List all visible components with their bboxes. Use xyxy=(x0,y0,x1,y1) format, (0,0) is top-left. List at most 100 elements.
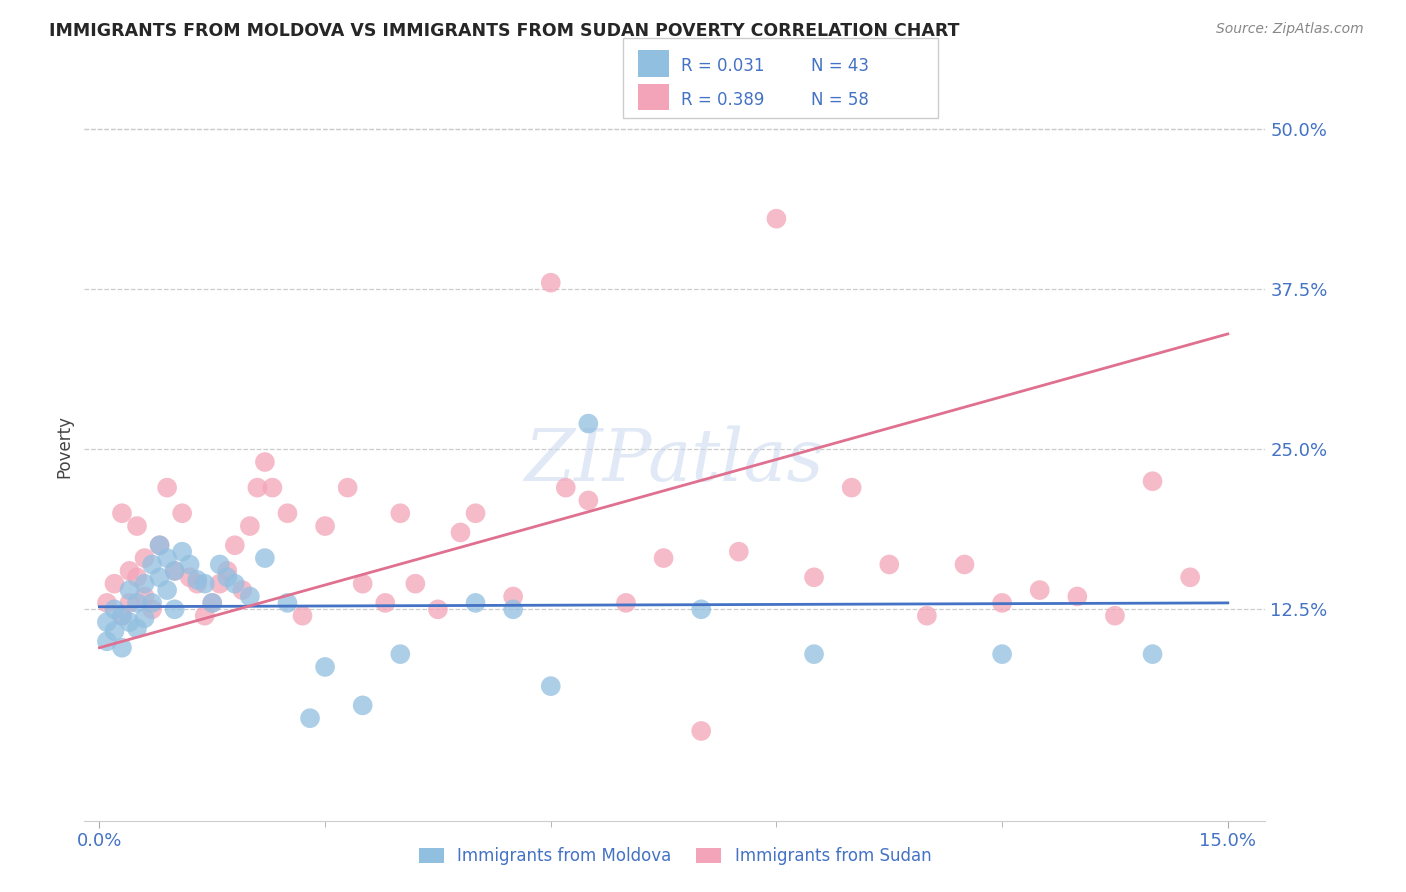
Point xyxy=(915,608,938,623)
Point xyxy=(450,525,472,540)
Point xyxy=(1142,474,1164,488)
Point xyxy=(134,551,156,566)
Point xyxy=(690,602,713,616)
Point xyxy=(96,596,118,610)
Point xyxy=(540,276,562,290)
Point xyxy=(374,596,396,610)
Point xyxy=(231,583,253,598)
Point xyxy=(134,590,156,604)
Point xyxy=(141,558,163,572)
Text: R = 0.031: R = 0.031 xyxy=(682,57,765,75)
Point xyxy=(141,596,163,610)
Text: R = 0.389: R = 0.389 xyxy=(682,91,765,109)
Point xyxy=(111,640,134,655)
Point xyxy=(103,624,125,638)
Point xyxy=(314,660,336,674)
Point xyxy=(224,576,246,591)
Point xyxy=(464,596,486,610)
Point xyxy=(765,211,787,226)
Point xyxy=(134,576,156,591)
Point xyxy=(299,711,322,725)
Point xyxy=(125,622,148,636)
Legend: Immigrants from Moldova, Immigrants from Sudan: Immigrants from Moldova, Immigrants from… xyxy=(419,847,931,864)
Point xyxy=(118,596,141,610)
Point xyxy=(194,608,217,623)
Point xyxy=(141,602,163,616)
Point xyxy=(186,573,208,587)
Point xyxy=(201,596,224,610)
Point xyxy=(172,544,194,558)
Point xyxy=(125,519,148,533)
Text: N = 43: N = 43 xyxy=(811,57,869,75)
Point xyxy=(179,570,201,584)
Point xyxy=(156,583,179,598)
Point xyxy=(276,506,298,520)
Point xyxy=(217,570,239,584)
Point xyxy=(727,544,749,558)
Point xyxy=(149,570,172,584)
Text: ZIPatlas: ZIPatlas xyxy=(524,425,825,496)
Point xyxy=(554,481,576,495)
Point xyxy=(540,679,562,693)
Point xyxy=(163,602,186,616)
Point xyxy=(336,481,359,495)
Point xyxy=(103,602,125,616)
Point xyxy=(1178,570,1201,584)
Point xyxy=(224,538,246,552)
Text: N = 58: N = 58 xyxy=(811,91,869,109)
Point xyxy=(149,538,172,552)
Point xyxy=(134,611,156,625)
Text: IMMIGRANTS FROM MOLDOVA VS IMMIGRANTS FROM SUDAN POVERTY CORRELATION CHART: IMMIGRANTS FROM MOLDOVA VS IMMIGRANTS FR… xyxy=(49,22,960,40)
Point xyxy=(96,634,118,648)
Point xyxy=(96,615,118,629)
Point xyxy=(803,570,825,584)
Point xyxy=(404,576,426,591)
Point xyxy=(253,455,276,469)
Point xyxy=(163,564,186,578)
Point xyxy=(208,558,231,572)
Point xyxy=(877,558,900,572)
Point xyxy=(991,596,1014,610)
Point xyxy=(991,647,1014,661)
Point xyxy=(201,596,224,610)
Point xyxy=(217,564,239,578)
Point xyxy=(118,615,141,629)
Point xyxy=(156,481,179,495)
Point xyxy=(156,551,179,566)
Point xyxy=(172,506,194,520)
Point xyxy=(576,493,599,508)
Y-axis label: Poverty: Poverty xyxy=(55,415,73,477)
Point xyxy=(125,596,148,610)
Point xyxy=(426,602,449,616)
Point xyxy=(841,481,863,495)
Point xyxy=(262,481,284,495)
Point xyxy=(163,564,186,578)
Point xyxy=(118,583,141,598)
Point xyxy=(246,481,269,495)
Point xyxy=(239,519,262,533)
Point xyxy=(614,596,637,610)
Point xyxy=(111,608,134,623)
Point xyxy=(389,506,412,520)
Point xyxy=(502,590,524,604)
Point xyxy=(149,538,172,552)
Point xyxy=(803,647,825,661)
Point xyxy=(352,698,374,713)
Point xyxy=(208,576,231,591)
Point xyxy=(314,519,336,533)
Point xyxy=(118,564,141,578)
Point xyxy=(1066,590,1088,604)
Point xyxy=(186,576,208,591)
Point xyxy=(576,417,599,431)
Point xyxy=(1104,608,1126,623)
Point xyxy=(652,551,675,566)
Point xyxy=(239,590,262,604)
Point xyxy=(464,506,486,520)
Point xyxy=(502,602,524,616)
Point xyxy=(179,558,201,572)
Point xyxy=(690,723,713,738)
Point xyxy=(194,576,217,591)
Point xyxy=(1142,647,1164,661)
Point xyxy=(103,576,125,591)
Point xyxy=(253,551,276,566)
